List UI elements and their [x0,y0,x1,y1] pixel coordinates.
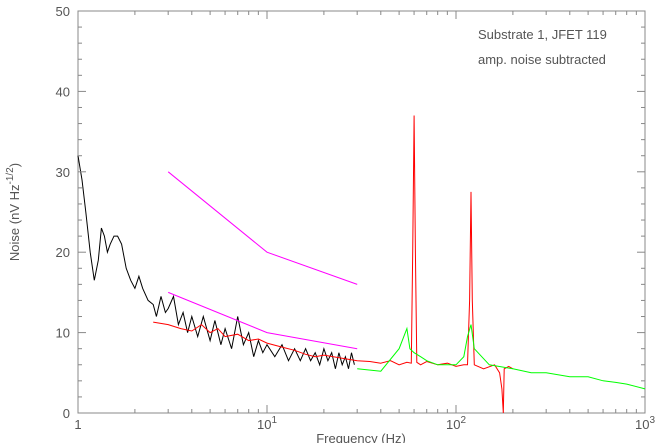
x-tick-label-base: 1 [74,417,81,432]
y-tick-label: 20 [56,245,70,260]
series-line-3 [167,171,358,285]
y-tick-label: 50 [56,4,70,19]
x-tick-label-exponent: 1 [271,415,277,426]
plot-frame [77,10,646,414]
series-line-1 [153,115,514,414]
series-line-2 [357,324,646,390]
y-axis-title-close: ) [7,163,22,167]
x-tick-label-base: 10 [635,417,649,432]
x-tick-label: 1 [74,417,81,432]
y-axis-title: Noise (nV Hz-1/2) [5,163,22,261]
x-tick-label: 103 [635,415,655,432]
annotation-amp-noise: amp. noise subtracted [478,52,606,67]
y-axis-title-exponent: -1/2 [5,167,16,185]
x-tick-label-exponent: 2 [460,415,466,426]
x-tick-label: 102 [446,415,466,432]
y-tick-label: 40 [56,84,70,99]
x-tick-label-base: 10 [446,417,460,432]
series-line-0 [77,155,355,369]
y-tick-label: 10 [56,326,70,341]
y-axis-title-base: Noise (nV Hz [7,185,22,262]
series-layer [77,115,646,414]
x-tick-label-base: 10 [257,417,271,432]
x-tick-label: 101 [257,415,277,432]
series-line-4 [168,291,358,350]
annotation-substrate: Substrate 1, JFET 119 [478,27,607,42]
y-tick-label: 0 [63,406,70,421]
x-axis-title: Frequency (Hz) [316,431,406,443]
y-tick-label: 30 [56,165,70,180]
x-tick-label-exponent: 3 [649,415,655,426]
